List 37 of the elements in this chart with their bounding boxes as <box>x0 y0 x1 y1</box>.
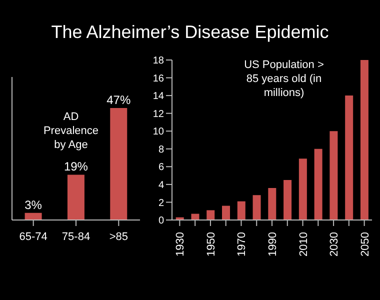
x-tick-label: 1950 <box>205 232 218 256</box>
y-tick-label: 18 <box>152 56 164 67</box>
annotation: AD Prevalence by Age <box>42 110 100 152</box>
y-tick-label: 14 <box>152 91 164 102</box>
bar <box>252 195 261 220</box>
annotation: US Population > 85 years old (in millions) <box>243 58 325 100</box>
x-tick-label: 75-84 <box>62 231 90 243</box>
y-tick-label: 12 <box>152 108 164 120</box>
y-tick-label: 4 <box>158 180 164 191</box>
text: The Alzheimer’s Disease Epidemic <box>50 22 330 43</box>
data-label: 3% <box>24 198 42 212</box>
y-tick-label: 0 <box>158 216 164 227</box>
bar <box>298 158 307 220</box>
x-tick-label: 2050 <box>359 232 372 256</box>
x-tick-label: 2010 <box>298 232 310 256</box>
x-tick-label: 2030 <box>328 232 341 256</box>
y-tick-label: 10 <box>152 126 164 138</box>
x-tick-label: 65-74 <box>19 231 48 243</box>
y-tick-label: 8 <box>158 144 164 156</box>
bar <box>268 188 276 220</box>
bar <box>222 206 230 220</box>
bar <box>237 201 246 220</box>
bar <box>314 148 322 220</box>
x-tick-label: 1930 <box>174 232 187 256</box>
data-label: 47% <box>106 92 131 107</box>
bar <box>330 131 338 220</box>
x-tick-label: 1970 <box>236 232 248 256</box>
x-tick-label: 1990 <box>267 232 279 256</box>
data-label: 19% <box>64 160 88 174</box>
y-tick-label: 2 <box>158 198 164 209</box>
bar <box>360 60 368 220</box>
bar <box>284 180 292 220</box>
bar <box>206 210 215 220</box>
bar <box>345 96 354 220</box>
x-tick-label: >85 <box>109 231 128 243</box>
y-tick-label: 6 <box>158 162 164 174</box>
y-tick-label: 16 <box>152 73 164 84</box>
